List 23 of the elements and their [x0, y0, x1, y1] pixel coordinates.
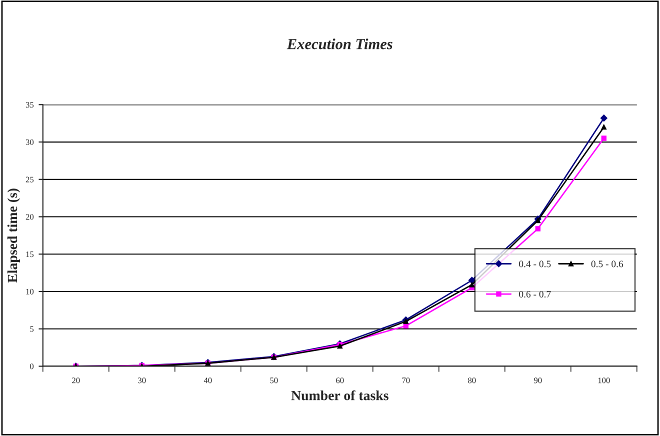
x-tick-label: 30: [138, 378, 146, 384]
x-tick-label: 20: [72, 378, 80, 384]
chart-title: Execution Times: [286, 38, 392, 50]
x-tick-label: 40: [204, 378, 212, 384]
x-tick-label: 90: [534, 378, 542, 384]
x-axis-title: Number of tasks: [291, 390, 388, 400]
y-tick-label: 10: [26, 288, 34, 294]
y-axis-title: Elapsed time (s): [7, 188, 20, 283]
y-tick-label: 0: [30, 364, 34, 370]
y-tick-label: 15: [26, 252, 34, 258]
y-tick-label: 5: [30, 326, 34, 332]
y-tick-label: 35: [26, 102, 34, 108]
x-tick-label: 60: [336, 378, 344, 384]
x-tick-label: 80: [468, 378, 476, 384]
legend-label: 0.6 - 0.7: [519, 290, 551, 298]
legend-label: 0.5 - 0.6: [591, 260, 624, 268]
x-tick-label: 100: [598, 378, 610, 384]
legend-label: 0.4 - 0.5: [519, 260, 551, 268]
x-tick-label: 50: [270, 378, 278, 384]
y-tick-label: 30: [26, 139, 34, 145]
x-tick-label: 70: [402, 378, 410, 384]
y-tick-label: 20: [26, 214, 34, 220]
y-tick-label: 25: [26, 176, 34, 182]
